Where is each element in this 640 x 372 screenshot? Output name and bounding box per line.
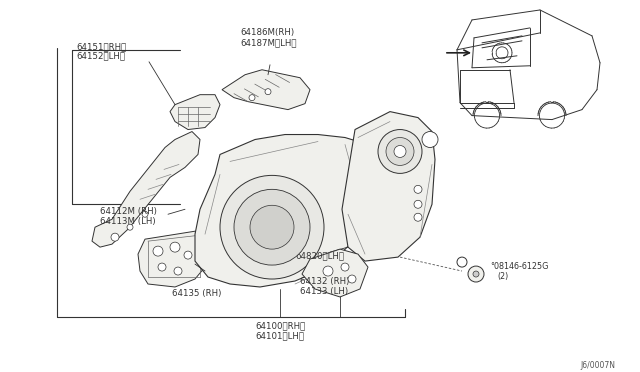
Text: (2): (2): [497, 272, 508, 281]
Circle shape: [348, 275, 356, 283]
Text: 64151〈RH〉: 64151〈RH〉: [76, 42, 126, 51]
Circle shape: [378, 129, 422, 173]
Circle shape: [234, 189, 310, 265]
Polygon shape: [342, 112, 435, 261]
Text: J6/0007N: J6/0007N: [580, 361, 615, 370]
Text: 64113M (LH): 64113M (LH): [100, 217, 156, 226]
Circle shape: [468, 266, 484, 282]
Circle shape: [414, 185, 422, 193]
Text: 64187M〈LH〉: 64187M〈LH〉: [240, 38, 296, 47]
Circle shape: [158, 263, 166, 271]
Circle shape: [386, 138, 414, 166]
Circle shape: [184, 251, 192, 259]
Text: 64112M (RH): 64112M (RH): [100, 207, 157, 216]
Circle shape: [111, 233, 119, 241]
Text: 64100〈RH〉: 64100〈RH〉: [255, 321, 305, 330]
Circle shape: [153, 246, 163, 256]
Text: 64186M(RH): 64186M(RH): [240, 28, 294, 37]
Text: 64820〈LH〉: 64820〈LH〉: [295, 251, 344, 260]
Circle shape: [250, 205, 294, 249]
Polygon shape: [138, 231, 210, 287]
Text: 64135 (RH): 64135 (RH): [172, 289, 221, 298]
Circle shape: [473, 271, 479, 277]
Circle shape: [220, 175, 324, 279]
Circle shape: [457, 257, 467, 267]
Text: 64133 (LH): 64133 (LH): [300, 287, 348, 296]
Polygon shape: [170, 94, 220, 129]
Polygon shape: [92, 132, 200, 247]
Text: 64152〈LH〉: 64152〈LH〉: [76, 52, 125, 61]
Circle shape: [170, 242, 180, 252]
Circle shape: [422, 132, 438, 147]
Circle shape: [394, 145, 406, 157]
Polygon shape: [222, 70, 310, 110]
Polygon shape: [195, 135, 372, 287]
Circle shape: [127, 224, 133, 230]
Polygon shape: [302, 249, 368, 297]
Circle shape: [142, 211, 148, 217]
Text: 64132 (RH): 64132 (RH): [300, 277, 349, 286]
Circle shape: [414, 213, 422, 221]
Text: 64101〈LH〉: 64101〈LH〉: [255, 331, 304, 340]
Circle shape: [265, 89, 271, 94]
Circle shape: [174, 267, 182, 275]
Text: °08146-6125G: °08146-6125G: [490, 262, 548, 271]
Text: B: B: [458, 257, 462, 263]
Circle shape: [414, 200, 422, 208]
Circle shape: [249, 94, 255, 101]
Circle shape: [323, 266, 333, 276]
Circle shape: [341, 263, 349, 271]
